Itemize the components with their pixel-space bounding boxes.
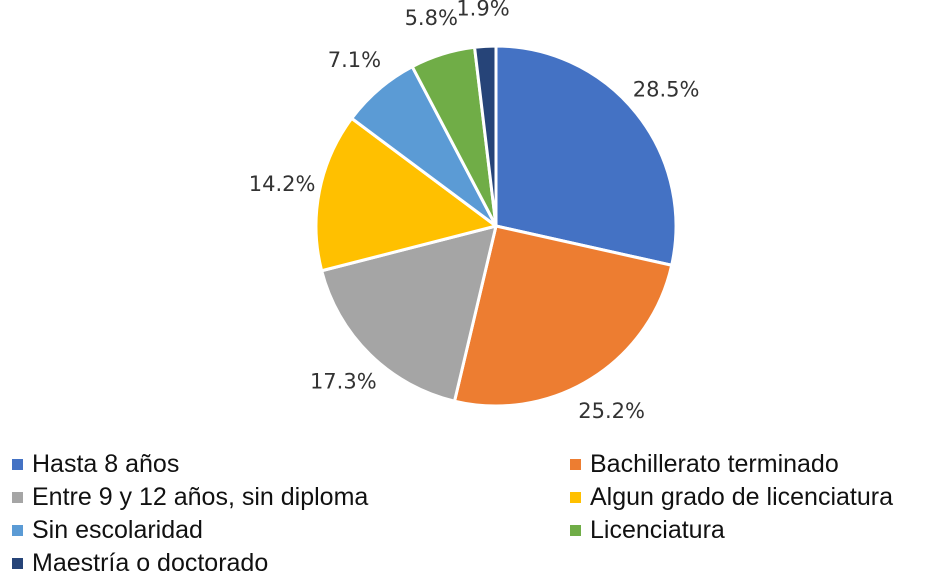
- data-label-2: 17.3%: [310, 370, 377, 394]
- legend-label: Maestría o doctorado: [32, 549, 269, 577]
- data-labels: 28.5% 25.2% 17.3% 14.2% 7.1% 5.8%1.9%: [249, 0, 700, 423]
- legend-item: Maestría o doctorado: [12, 547, 268, 579]
- legend: Hasta 8 años Bachillerato terminado Entre …: [0, 448, 936, 588]
- legend-swatch: [570, 524, 581, 536]
- legend-swatch: [12, 491, 23, 503]
- legend-item: Licenciatura: [570, 514, 725, 546]
- legend-swatch: [12, 524, 23, 536]
- legend-item: Algun grado de licenciatura: [570, 481, 893, 513]
- data-label-1: 25.2%: [578, 399, 645, 423]
- pie-slice-0: [494, 44, 678, 267]
- pie-slice-6: [473, 44, 498, 228]
- legend-item: Entre 9 y 12 años, sin diploma: [12, 481, 368, 513]
- legend-swatch: [12, 458, 23, 470]
- legend-swatch: [12, 557, 23, 569]
- legend-item: Sin escolaridad: [12, 514, 203, 546]
- pie-slice-1: [453, 224, 674, 408]
- pie-slice-2: [320, 224, 498, 403]
- legend-item: Hasta 8 años: [12, 448, 179, 480]
- data-label-3: 14.2%: [249, 172, 316, 196]
- legend-label: Bachillerato terminado: [590, 450, 839, 478]
- data-label-6: 1.9%: [456, 0, 509, 20]
- data-label-0: 28.5%: [633, 78, 700, 102]
- legend-label: Entre 9 y 12 años, sin diploma: [32, 483, 369, 511]
- legend-label: Hasta 8 años: [32, 450, 180, 478]
- legend-item: Bachillerato terminado: [570, 448, 839, 480]
- legend-label: Algun grado de licenciatura: [590, 483, 893, 511]
- pie-chart: 28.5% 25.2% 17.3% 14.2% 7.1% 5.8%1.9%: [249, 0, 700, 423]
- pie-slices: [314, 44, 678, 408]
- legend-swatch: [570, 458, 581, 470]
- legend-label: Licenciatura: [590, 516, 725, 544]
- data-label-5: 5.8%: [405, 6, 458, 30]
- legend-label: Sin escolaridad: [32, 516, 203, 544]
- data-label-4: 7.1%: [328, 48, 381, 72]
- pie-slice-3: [314, 116, 498, 273]
- legend-swatch: [570, 491, 581, 503]
